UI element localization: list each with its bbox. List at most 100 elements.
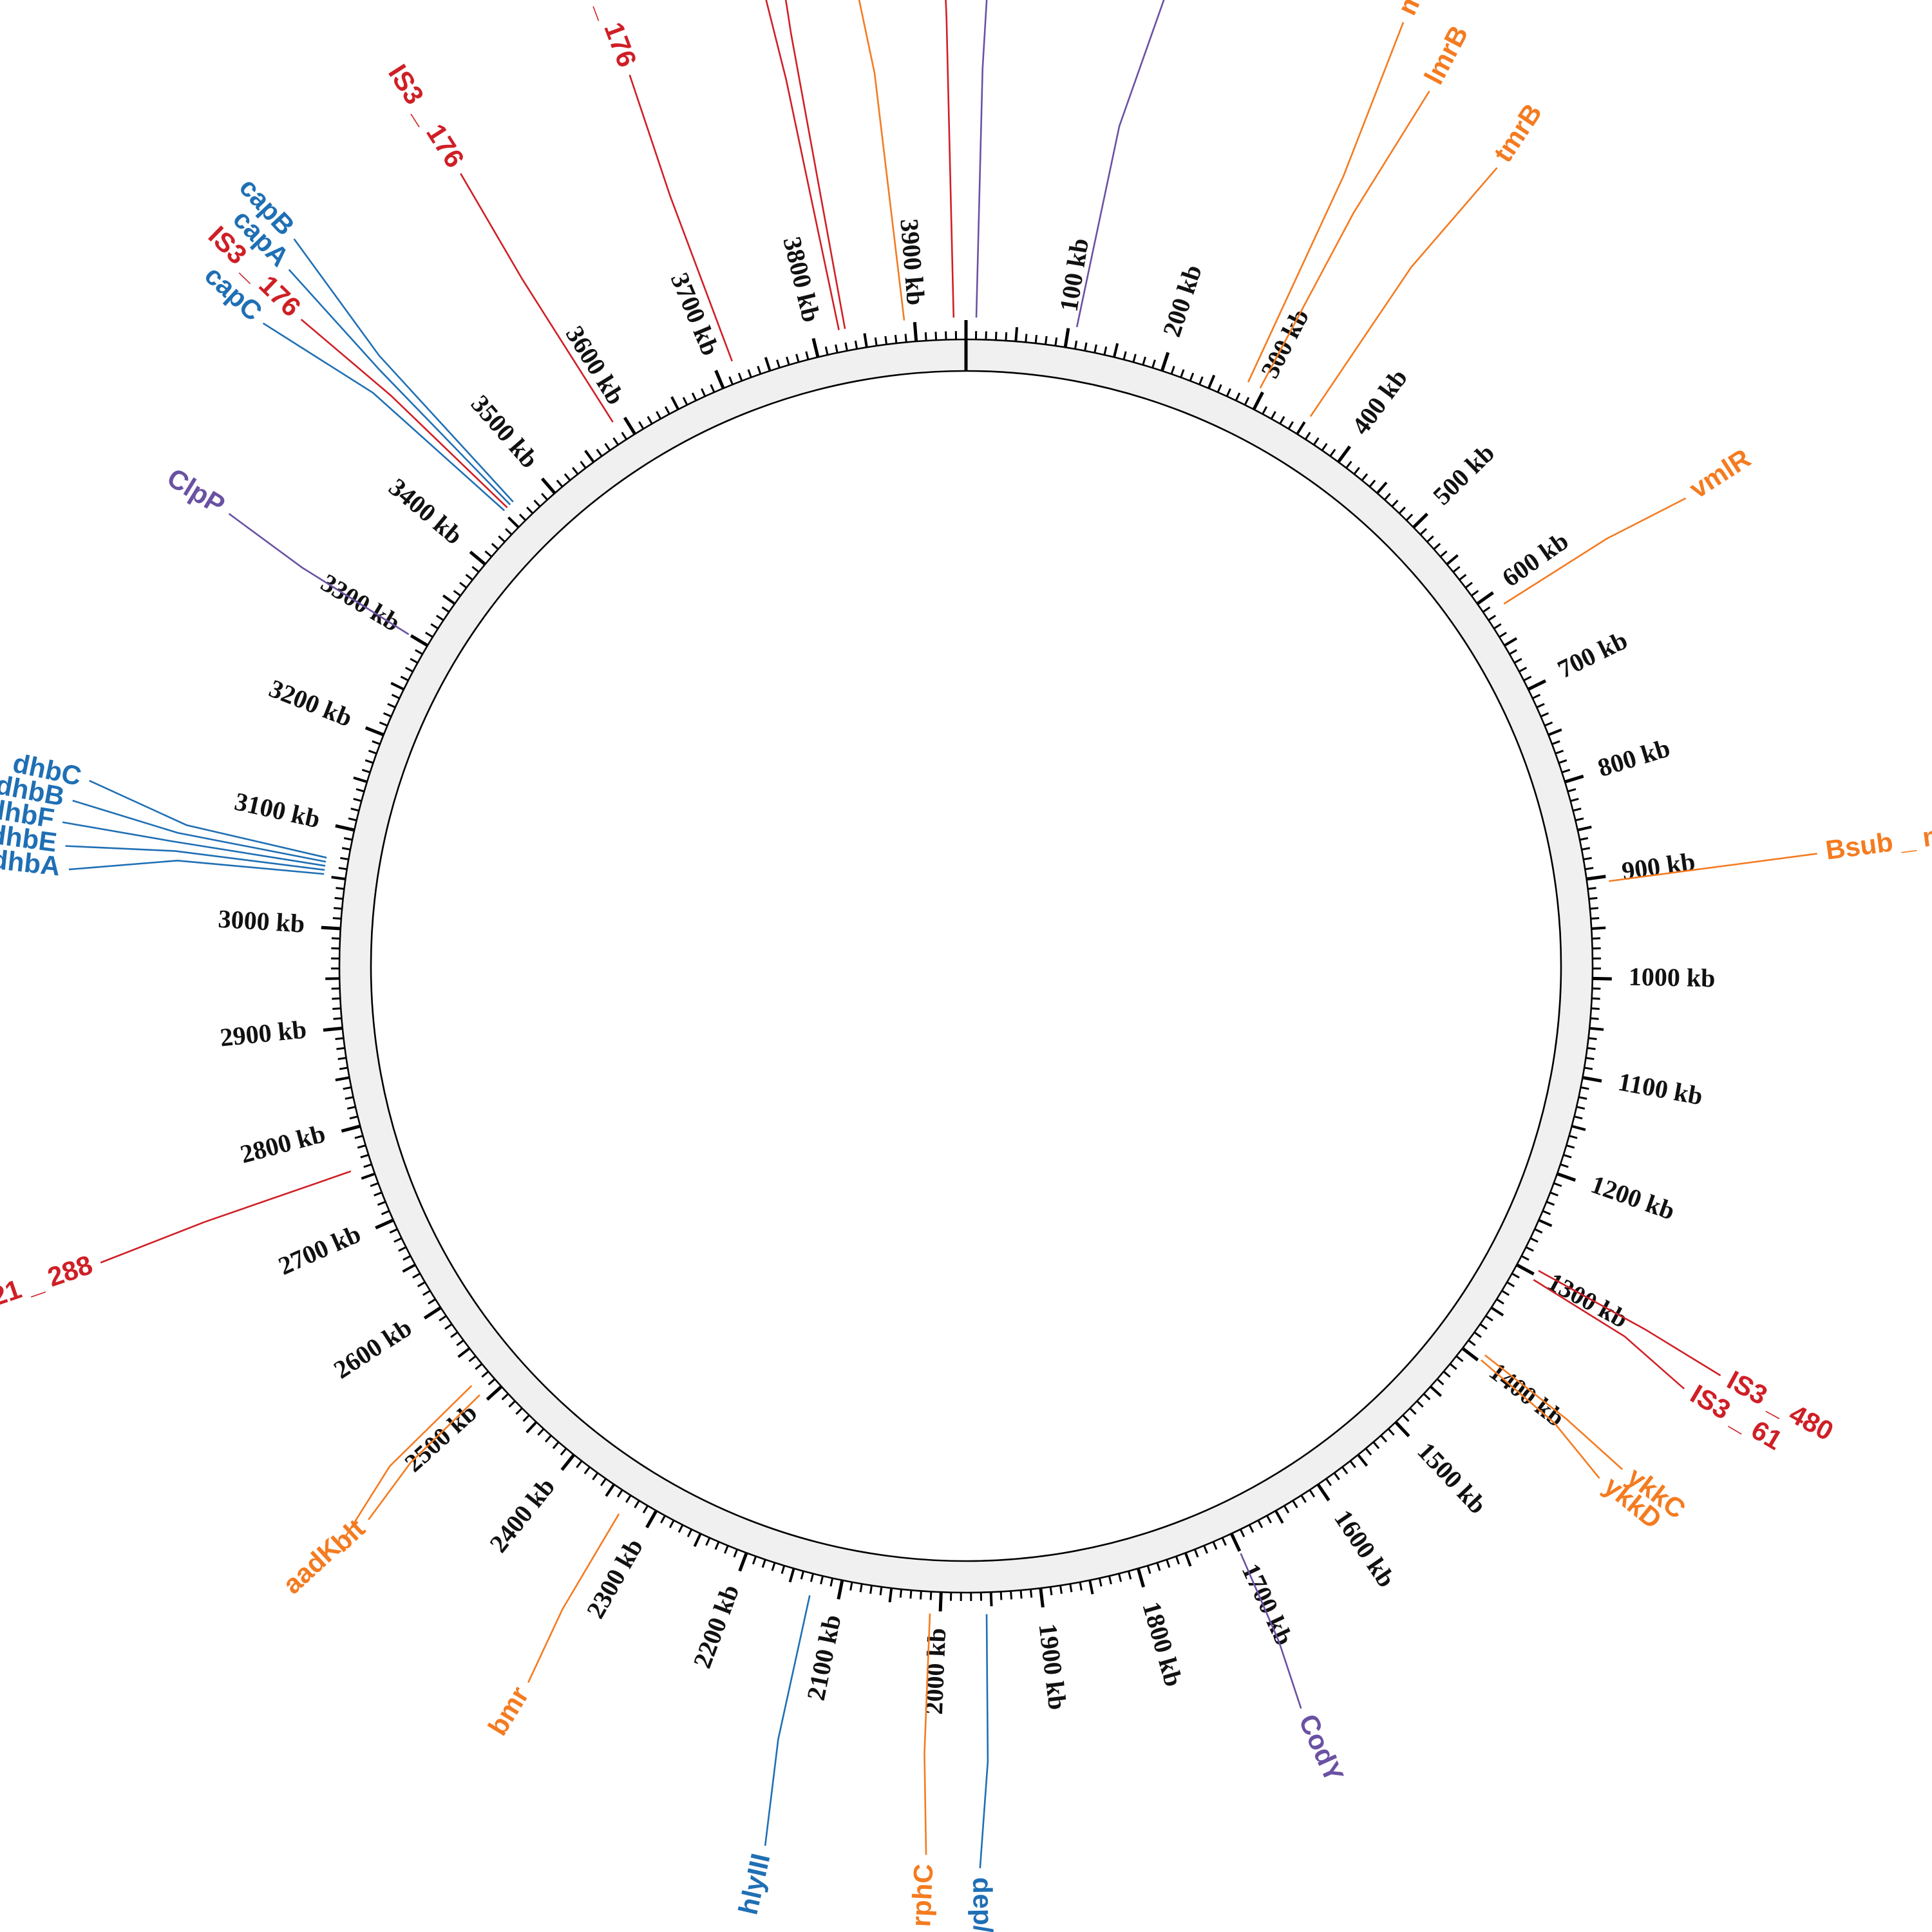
ruler-minor-tick <box>1455 1355 1464 1363</box>
ruler-minor-tick <box>1274 1510 1284 1524</box>
ruler-major-tick <box>1412 513 1428 529</box>
ruler-minor-tick <box>1372 1441 1380 1450</box>
ruler-minor-tick <box>1226 388 1231 397</box>
ruler-minor-tick <box>1098 1578 1103 1587</box>
ruler-minor-tick <box>374 1191 383 1197</box>
annotation-label-mph-k-[interactable]: mph(K) <box>1392 0 1459 19</box>
ruler-minor-tick <box>526 506 534 515</box>
ruler-minor-tick <box>621 431 628 440</box>
ruler-minor-tick <box>335 1037 344 1040</box>
annotation-label-dep-capd[interactable]: dep/capD <box>967 1877 999 1932</box>
ruler-minor-tick <box>1270 411 1276 420</box>
ruler-minor-tick <box>1235 392 1241 401</box>
ruler-minor-tick <box>533 499 541 507</box>
annotation-label-bmr[interactable]: bmr <box>482 1681 535 1741</box>
annotation-leader-lines <box>62 0 1817 1869</box>
ruler-tick-label: 3100 kb <box>232 786 323 833</box>
ruler-minor-tick <box>888 1587 893 1603</box>
annotation-label-cody[interactable]: CodY <box>1293 1710 1350 1786</box>
ruler-minor-tick <box>1520 1255 1530 1261</box>
annotation-label-tmrb[interactable]: tmrB <box>1488 98 1548 167</box>
ruler-minor-tick <box>1193 1549 1199 1558</box>
ruler-minor-tick <box>1054 337 1058 346</box>
ruler-minor-tick <box>1581 847 1591 851</box>
annotation-label-dhba[interactable]: dhbA <box>0 844 62 881</box>
ruler-minor-tick <box>343 1086 352 1090</box>
ruler-minor-tick <box>580 460 587 469</box>
ruler-minor-tick <box>1578 1096 1587 1100</box>
annotation-label-is3-176[interactable]: IS3 _ 176 <box>573 0 642 71</box>
ruler-minor-tick <box>616 1489 623 1498</box>
ruler-minor-tick <box>583 1466 591 1475</box>
ruler-minor-tick <box>422 1289 431 1296</box>
ruler-minor-tick <box>1074 340 1078 350</box>
ruler-minor-tick <box>1044 336 1048 345</box>
ruler-minor-tick <box>701 388 706 397</box>
ruler-tick-label: 1400 kb <box>1484 1357 1570 1433</box>
ruler-minor-tick <box>402 1264 416 1273</box>
ruler-major-tick <box>811 337 820 358</box>
ruler-minor-tick <box>1207 374 1216 389</box>
ruler-minor-tick <box>1300 1495 1307 1503</box>
ruler-minor-tick <box>1103 346 1108 355</box>
ruler-minor-tick <box>1573 808 1582 812</box>
annotation-label-lmrb[interactable]: lmrB <box>1418 21 1473 90</box>
annotation-leader-line <box>62 821 326 867</box>
ruler-minor-tick <box>363 1163 372 1168</box>
ruler-minor-tick <box>417 1281 426 1287</box>
annotation-label-rphc[interactable]: rphC <box>905 1863 938 1927</box>
ruler-minor-tick <box>1398 506 1406 515</box>
ruler-minor-tick <box>1471 590 1479 597</box>
annotation-label-is21-288[interactable]: IS21 _ 288 <box>0 1249 96 1320</box>
ruler-minor-tick <box>1279 416 1285 424</box>
ruler-tick-label: 3800 kb <box>777 234 826 325</box>
ruler-major-tick <box>1337 445 1351 463</box>
ruler-tick-label: 1300 kb <box>1543 1267 1633 1334</box>
ruler-minor-tick <box>691 392 697 401</box>
ruler-minor-tick <box>1513 658 1522 664</box>
ruler-major-tick <box>321 925 341 931</box>
ruler-minor-tick <box>544 1435 552 1443</box>
ruler-tick-label: 3300 kb <box>316 568 406 637</box>
ruler-minor-tick <box>1504 637 1518 647</box>
ruler-minor-tick <box>1473 1331 1482 1338</box>
ruler-major-tick <box>714 370 725 389</box>
ruler-minor-tick <box>1519 667 1528 673</box>
ruler-minor-tick <box>1433 543 1441 550</box>
ruler-minor-tick <box>605 1483 616 1497</box>
ruler-minor-tick <box>899 1589 903 1598</box>
ruler-minor-tick <box>1443 1370 1451 1378</box>
ruler-minor-tick <box>604 442 611 451</box>
ruler-minor-tick <box>1579 837 1589 841</box>
ruler-minor-tick <box>1588 1037 1597 1040</box>
ruler-minor-tick <box>1088 1580 1094 1595</box>
ruler-major-tick <box>335 824 355 832</box>
ruler-minor-tick <box>1353 467 1360 475</box>
ruler-minor-tick <box>357 1144 366 1149</box>
ruler-minor-tick <box>1575 817 1584 822</box>
ruler-minor-tick <box>1479 1323 1488 1330</box>
ruler-minor-tick <box>1548 728 1562 736</box>
annotation-label-bsub-mprf[interactable]: Bsub _ mprF <box>1824 813 1932 865</box>
ruler-inner-circle <box>370 370 1562 1562</box>
ruler-major-tick <box>938 1592 943 1612</box>
annotation-label-vmlr[interactable]: vmlR <box>1684 442 1756 504</box>
ruler-minor-tick <box>1589 907 1599 910</box>
annotation-label-is3-176[interactable]: IS3 _ 176 <box>383 59 470 173</box>
annotation-leader-line <box>300 319 508 509</box>
ruler-minor-tick <box>660 1515 666 1524</box>
ruler-minor-tick <box>1329 448 1336 457</box>
annotation-leader-line <box>1480 1359 1600 1479</box>
ruler-minor-tick <box>522 1414 530 1422</box>
ruler-minor-tick <box>1490 1306 1504 1317</box>
annotation-label-hlyiii[interactable]: hlyIII <box>733 1851 776 1918</box>
ruler-minor-tick <box>1591 997 1600 1000</box>
annotation-leader-line <box>1484 1354 1624 1470</box>
ruler-tick-label: 3200 kb <box>265 674 357 732</box>
ruler-minor-tick <box>1506 1281 1515 1287</box>
ruler-minor-tick <box>1577 826 1592 831</box>
ruler-minor-tick <box>1151 359 1156 368</box>
ruler-major-tick <box>1582 1075 1602 1083</box>
annotation-label-clpp[interactable]: ClpP <box>162 462 231 520</box>
